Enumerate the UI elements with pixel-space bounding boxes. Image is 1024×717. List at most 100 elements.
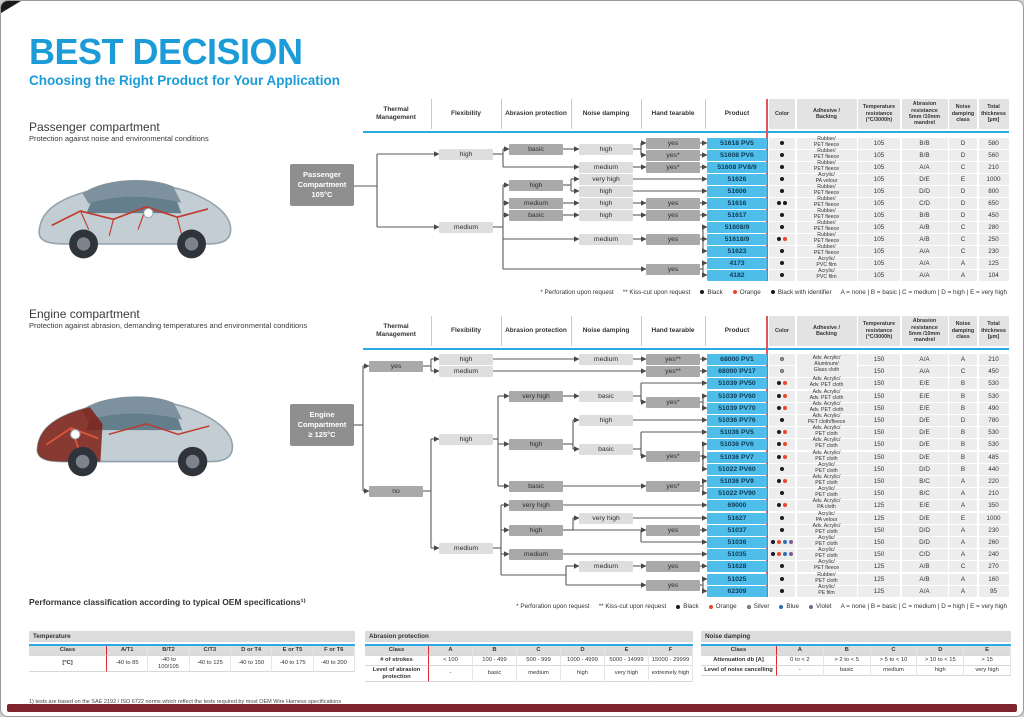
column-separator [501, 316, 502, 346]
cell-total-thickness: 220 [978, 475, 1009, 487]
legend-item: Black with identifier [770, 289, 832, 296]
tree-node: very high [579, 512, 633, 524]
cell-abrasion-resistance: C/D [901, 197, 948, 209]
classification-table-2: Noise damping Class A B C D E Attenuation db [A… [701, 631, 1011, 676]
tree-node: medium [439, 221, 493, 233]
cell-noise-damping-class: B [949, 451, 977, 463]
class-column: B [823, 646, 871, 656]
cell-color [769, 390, 795, 402]
cell-noise-damping-class: A [949, 536, 977, 548]
tree-node: medium [439, 365, 493, 377]
engine-car-image [36, 396, 234, 477]
cell-adhesive-backing: Rubber/ PET fleece [796, 220, 857, 233]
cell-total-thickness: 210 [978, 161, 1009, 173]
class-column: F [649, 646, 693, 656]
tree-node: medium [579, 353, 633, 365]
color-dot-black [777, 430, 781, 434]
product-box: 51039 PV50 [707, 377, 767, 389]
tree-node: yes [646, 524, 700, 536]
cell-temperature-resistance: 150 [858, 353, 900, 365]
cell-abrasion-resistance: B/B [901, 137, 948, 149]
value-cell: 500 - 999 [517, 656, 561, 666]
column-header-5: Product [724, 326, 750, 334]
cell-abrasion-resistance: D/D [901, 463, 948, 475]
cell-color [769, 377, 795, 389]
tree-node: high [579, 209, 633, 221]
tree-node: high [439, 433, 493, 445]
tree-node: yes* [646, 161, 700, 173]
color-dot-black [780, 165, 784, 169]
tree-node: basic [579, 390, 633, 402]
cell-adhesive-backing: Rubber/ PET fleece [796, 160, 857, 173]
tree-node: yes* [646, 480, 700, 492]
value-cell: - [777, 666, 824, 676]
cell-color [769, 197, 795, 209]
tree-node: yes [646, 560, 700, 572]
product-box: 68000 PV17 [707, 365, 767, 377]
cell-adhesive-backing: Acrylic/ PET cloth [796, 486, 857, 499]
tree-node: yes** [646, 365, 700, 377]
classification-table-title: Abrasion protection [365, 631, 693, 642]
cell-total-thickness: 780 [978, 414, 1009, 426]
performance-heading: Performance classification according to … [29, 597, 306, 607]
cell-temperature-resistance: 105 [858, 245, 900, 257]
product-box: 51037 [707, 524, 767, 536]
cell-color [769, 149, 795, 161]
cell-color [769, 365, 795, 377]
cell-abrasion-resistance: A/B [901, 573, 948, 585]
legend-row-engine: * Perforation upon request ** Kiss-cut up… [516, 603, 1007, 610]
row-header: [°C] [29, 656, 107, 673]
color-dot-black [676, 604, 681, 609]
cell-abrasion-resistance: E/E [901, 402, 948, 414]
tree-node: medium [509, 548, 563, 560]
cell-abrasion-resistance: D/E [901, 512, 948, 524]
cell-noise-damping-class: A [949, 257, 977, 269]
value-cell: medium [870, 666, 918, 676]
column-header-0: Thermal Management [376, 105, 416, 121]
cell-total-thickness: 1000 [978, 173, 1009, 185]
cell-noise-damping-class: A [949, 487, 977, 499]
header-underline [363, 348, 1009, 350]
cell-temperature-resistance: 150 [858, 475, 900, 487]
cell-temperature-resistance: 150 [858, 414, 900, 426]
tree-node: yes [646, 197, 700, 209]
tree-node: high [579, 197, 633, 209]
color-dot-black [780, 213, 784, 217]
legend-label: Black [683, 603, 699, 610]
table-left-red-border [766, 316, 768, 597]
value-cell: 0 to < 2 [777, 656, 824, 666]
product-box: 51627 [707, 512, 767, 524]
cell-adhesive-backing: Adv. Acrylic/ PET cloth [796, 425, 857, 438]
tree-node: yes* [646, 450, 700, 462]
cell-total-thickness: 270 [978, 560, 1009, 572]
value-cell: > 15 [964, 656, 1011, 666]
color-dot-black [783, 201, 787, 205]
color-dot-black [700, 290, 705, 294]
cell-noise-damping-class: A [949, 573, 977, 585]
product-box: 51022 PV90 [707, 487, 767, 499]
cell-total-thickness: 450 [978, 365, 1009, 377]
color-dot-black [780, 467, 784, 471]
cell-total-thickness: 95 [978, 585, 1009, 597]
cell-temperature-resistance: 150 [858, 536, 900, 548]
color-dot-black [780, 153, 784, 157]
class-row-header: Class [29, 646, 107, 656]
footnote-mark: * Perforation upon request [540, 288, 614, 296]
classification-table-grid: Class A B C D E Attenuation db [A] 0 to < 2 > 2 … [701, 644, 1011, 676]
class-row-header: Class [701, 646, 777, 656]
footnote-mark: ** Kiss-cut upon request [622, 288, 691, 296]
tree-node: very high [509, 499, 563, 511]
product-box: 51608 PV8/9 [707, 161, 767, 173]
product-box: 51025 [707, 573, 767, 585]
product-box: 51618/9 [707, 233, 767, 245]
cell-color [769, 487, 795, 499]
product-box: 51036 PV6 [707, 438, 767, 450]
legend-label: Black [707, 288, 723, 296]
cell-noise-damping-class: B [949, 377, 977, 389]
classification-table-title: Temperature [29, 631, 355, 642]
bottom-red-bar [7, 704, 1017, 712]
legend-label: Orange [739, 288, 761, 296]
legend-item: Orange [708, 603, 737, 610]
color-dot-black [780, 589, 784, 593]
cell-color [769, 585, 795, 597]
